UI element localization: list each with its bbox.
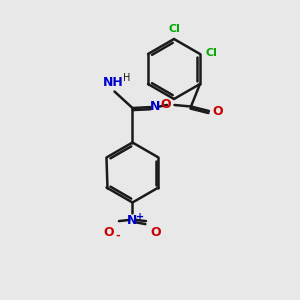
Text: Cl: Cl (168, 24, 180, 34)
Text: -: - (115, 231, 120, 241)
Text: NH: NH (103, 76, 123, 88)
Text: O: O (151, 226, 161, 238)
Text: O: O (213, 104, 223, 118)
Text: O: O (104, 226, 115, 238)
Text: N: N (150, 100, 160, 113)
Text: H: H (124, 73, 131, 83)
Text: +: + (136, 212, 145, 222)
Text: Cl: Cl (206, 47, 217, 58)
Text: N: N (127, 214, 138, 227)
Text: O: O (160, 98, 171, 111)
